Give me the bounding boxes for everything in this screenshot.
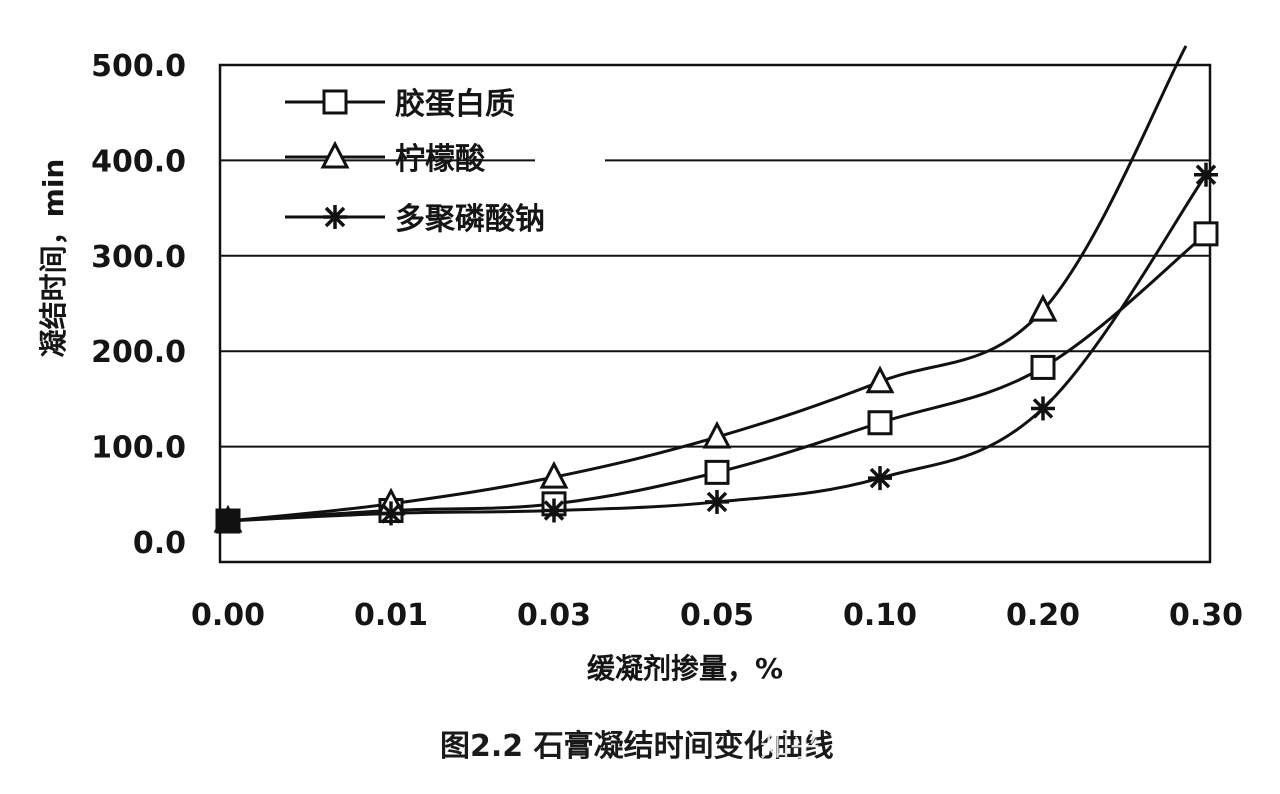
watermark: 知乎 @欣格瑞（山东）环... xyxy=(760,729,1128,764)
point-triangle xyxy=(865,365,895,394)
x-tick-label: 0.03 xyxy=(517,598,591,633)
point-triangle xyxy=(539,460,569,489)
point-triangle xyxy=(1028,293,1058,322)
point-star xyxy=(379,501,403,526)
point-star xyxy=(868,466,892,491)
legend-mask xyxy=(535,125,605,195)
x-tick-label: 0.01 xyxy=(354,598,428,633)
figure-caption: 图2.2 石膏凝结时间变化曲线 xyxy=(440,729,834,764)
legend-marker-star xyxy=(323,205,347,229)
point-square xyxy=(1193,221,1219,247)
legend-label: 胶蛋白质 xyxy=(395,87,515,122)
legend-label: 柠檬酸 xyxy=(395,142,486,177)
legend-item: 柠檬酸 xyxy=(285,140,486,177)
point-star xyxy=(1031,396,1055,421)
point-square xyxy=(1030,354,1056,380)
y-tick-label: 300.0 xyxy=(91,240,186,275)
point-square xyxy=(867,410,893,436)
x-tick-label: 0.20 xyxy=(1006,598,1080,633)
plot-frame xyxy=(218,63,1212,564)
x-tick-label: 0.10 xyxy=(843,598,917,633)
origin-point xyxy=(216,509,240,534)
point-triangle xyxy=(702,420,732,449)
y-tick-label: 200.0 xyxy=(91,335,186,370)
x-tick-label: 0.30 xyxy=(1169,598,1243,633)
y-axis-label: 凝结时间，min xyxy=(37,159,70,358)
y-tick-label: 0.0 xyxy=(133,526,186,561)
x-tick-label: 0.05 xyxy=(680,598,754,633)
y-tick-label: 100.0 xyxy=(91,431,186,466)
gridlines xyxy=(220,159,1210,448)
legend-marker-square xyxy=(322,89,348,115)
series-lines xyxy=(227,45,1208,523)
point-square xyxy=(704,459,730,485)
y-tick-label: 500.0 xyxy=(91,49,186,84)
legend-item: 多聚磷酸钠 xyxy=(285,202,545,237)
series-markers xyxy=(213,162,1219,534)
x-axis-ticks: 0.00 0.01 0.03 0.05 0.10 0.20 0.30 xyxy=(191,598,1243,633)
legend-marker-triangle xyxy=(320,140,350,169)
point-star xyxy=(542,498,566,523)
legend-label: 多聚磷酸钠 xyxy=(395,202,545,237)
x-axis-label: 缓凝剂掺量，% xyxy=(587,652,783,685)
series-line-triangle xyxy=(227,45,1188,523)
x-tick-label: 0.00 xyxy=(191,598,265,633)
y-tick-label: 400.0 xyxy=(91,144,186,179)
point-star xyxy=(1194,162,1218,187)
point-star xyxy=(705,489,729,514)
legend-item: 胶蛋白质 xyxy=(285,87,515,122)
y-axis-ticks: 0.0 100.0 200.0 300.0 400.0 500.0 xyxy=(91,49,186,561)
